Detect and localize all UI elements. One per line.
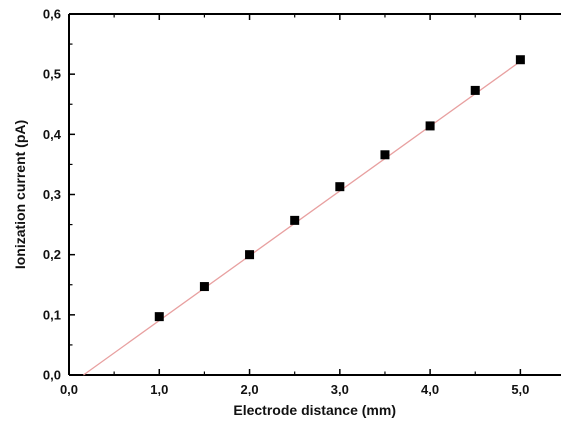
data-point — [515, 55, 525, 65]
x-tick-label: 3,0 — [331, 382, 349, 397]
y-tick-label: 0,6 — [43, 7, 61, 22]
data-point — [425, 121, 435, 131]
x-tick-label: 5,0 — [511, 382, 529, 397]
data-point — [335, 182, 345, 192]
data-point — [199, 282, 209, 292]
y-axis-title: Ionization current (pA) — [12, 120, 28, 269]
data-point — [380, 150, 390, 160]
y-tick-label: 0,1 — [43, 307, 61, 322]
axes — [68, 13, 561, 376]
fit-line-layer — [83, 60, 521, 376]
x-tick-label: 1,0 — [150, 382, 168, 397]
y-tick-label: 0,0 — [43, 368, 61, 383]
tick-labels: 0,0 1,0 2,0 3,0 4,0 5,0 0,0 0,1 0,2 0,3 0,4 0,5 0,6 — [43, 7, 529, 398]
x-tick-label: 0,0 — [60, 382, 78, 397]
y-tick-label: 0,5 — [43, 67, 61, 82]
data-point — [290, 215, 300, 225]
y-tick-label: 0,4 — [43, 127, 62, 142]
y-tick-label: 0,3 — [43, 187, 61, 202]
data-point — [470, 85, 480, 95]
x-tick-label: 2,0 — [241, 382, 259, 397]
data-points — [154, 55, 525, 322]
y-tick-label: 0,2 — [43, 247, 61, 262]
x-axis-title: Electrode distance (mm) — [233, 402, 396, 418]
x-tick-label: 4,0 — [421, 382, 439, 397]
fit-line — [83, 60, 521, 376]
data-point — [245, 250, 255, 260]
data-point — [154, 312, 164, 322]
